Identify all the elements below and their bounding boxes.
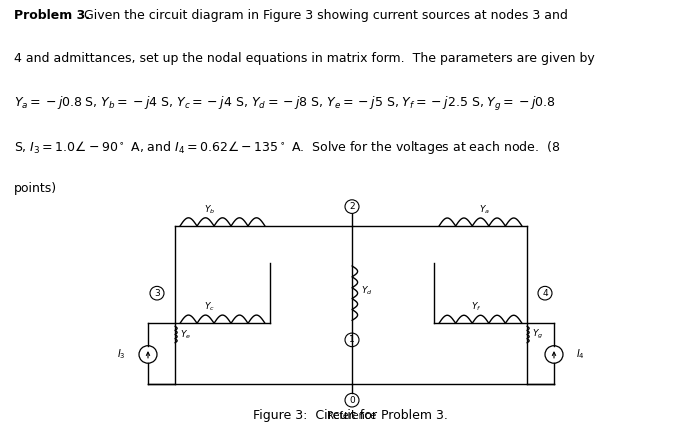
Text: $Y_b$: $Y_b$ (204, 203, 216, 216)
Text: 1: 1 (349, 336, 355, 345)
Text: 4: 4 (542, 288, 548, 298)
Text: Figure 3:  Circuit for Problem 3.: Figure 3: Circuit for Problem 3. (253, 409, 447, 422)
Text: points): points) (14, 182, 57, 195)
Text: 4 and admittances, set up the nodal equations in matrix form.  The parameters ar: 4 and admittances, set up the nodal equa… (14, 52, 595, 65)
Text: $Y_d$: $Y_d$ (360, 284, 372, 297)
Text: $Y_e$: $Y_e$ (180, 328, 191, 341)
Text: 3: 3 (154, 288, 160, 298)
Text: S, $I_3 = 1.0\angle -90^\circ$ A, and $I_4 = 0.62\angle -135^\circ$ A.  Solve fo: S, $I_3 = 1.0\angle -90^\circ$ A, and $I… (14, 139, 560, 155)
Text: Reference: Reference (328, 411, 377, 421)
Text: $Y_g$: $Y_g$ (532, 328, 543, 341)
Text: 0: 0 (349, 395, 355, 405)
Text: 2: 2 (349, 202, 355, 211)
Text: $Y_c$: $Y_c$ (204, 300, 215, 313)
Text: Problem 3.: Problem 3. (14, 9, 90, 21)
Text: $Y_a$: $Y_a$ (480, 204, 490, 216)
Text: Given the circuit diagram in Figure 3 showing current sources at nodes 3 and: Given the circuit diagram in Figure 3 sh… (76, 9, 568, 21)
Text: $Y_f$: $Y_f$ (471, 301, 482, 313)
Text: $I_4$: $I_4$ (576, 348, 584, 361)
Text: $I_3$: $I_3$ (118, 348, 126, 361)
Text: $Y_a = -j0.8$ S, $Y_b = -j4$ S, $Y_c = -j4$ S, $Y_d = -j8$ S, $Y_e = -j5$ S, $Y_: $Y_a = -j0.8$ S, $Y_b = -j4$ S, $Y_c = -… (14, 95, 555, 113)
